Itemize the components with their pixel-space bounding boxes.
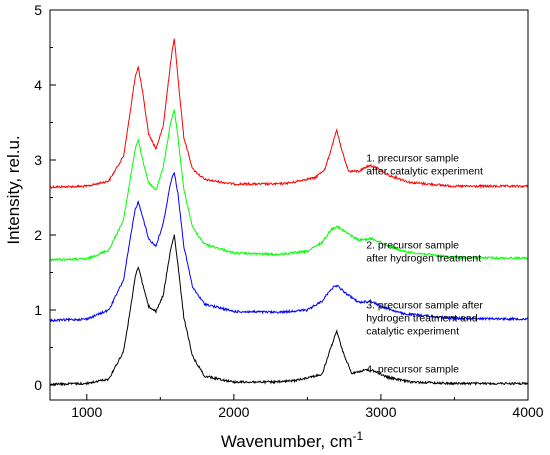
x-tick-label: 4000 <box>512 404 543 420</box>
spectrum-line-3 <box>49 171 529 323</box>
annotation-line: 4. precursor sample <box>366 363 459 375</box>
series-layer <box>49 38 529 387</box>
series-annotation-4: 4. precursor sample <box>366 363 459 375</box>
x-tick-label: 1000 <box>71 404 102 420</box>
annotation-line: after catalytic experiment <box>366 166 483 178</box>
x-tick-label: 3000 <box>365 404 396 420</box>
y-tick-label: 0 <box>34 377 42 393</box>
spectrum-line-2 <box>49 109 529 262</box>
y-tick-label: 2 <box>34 227 42 243</box>
plot-frame <box>49 9 529 401</box>
spectrum-line-1 <box>49 38 529 189</box>
annotation-line: 3. precursor sample after <box>366 300 483 312</box>
x-tick-label: 2000 <box>218 404 249 420</box>
spectrum-line-4 <box>49 234 529 387</box>
annotation-line: hydrogen treatment and <box>366 313 478 325</box>
series-annotation-3: 3. precursor sample after hydrogen treatm… <box>366 300 483 338</box>
x-axis-title: Wavenumber, cm-1 <box>221 429 364 451</box>
annotation-line: catalytic experiment <box>366 326 459 338</box>
y-axis-title: Intensity, rel.u. <box>4 135 23 244</box>
annotation-line: 1. precursor sample <box>366 153 459 165</box>
y-tick-label: 1 <box>34 302 42 318</box>
series-annotation-1: 1. precursor sample after catalytic exper… <box>366 153 483 178</box>
y-tick-label: 3 <box>34 152 42 168</box>
annotation-line: 2. precursor sample <box>366 240 459 252</box>
ticks-layer: 1000 2000 3000 4000 0 1 2 3 4 5 <box>34 2 544 420</box>
series-annotation-2: 2. precursor sample after hydrogen treatm… <box>366 240 481 265</box>
annotation-line: after hydrogen treatment <box>366 253 481 265</box>
y-tick-label: 4 <box>34 77 42 93</box>
y-tick-label: 5 <box>34 2 42 18</box>
annotation-layer: 1. precursor sample after catalytic exper… <box>366 153 483 376</box>
